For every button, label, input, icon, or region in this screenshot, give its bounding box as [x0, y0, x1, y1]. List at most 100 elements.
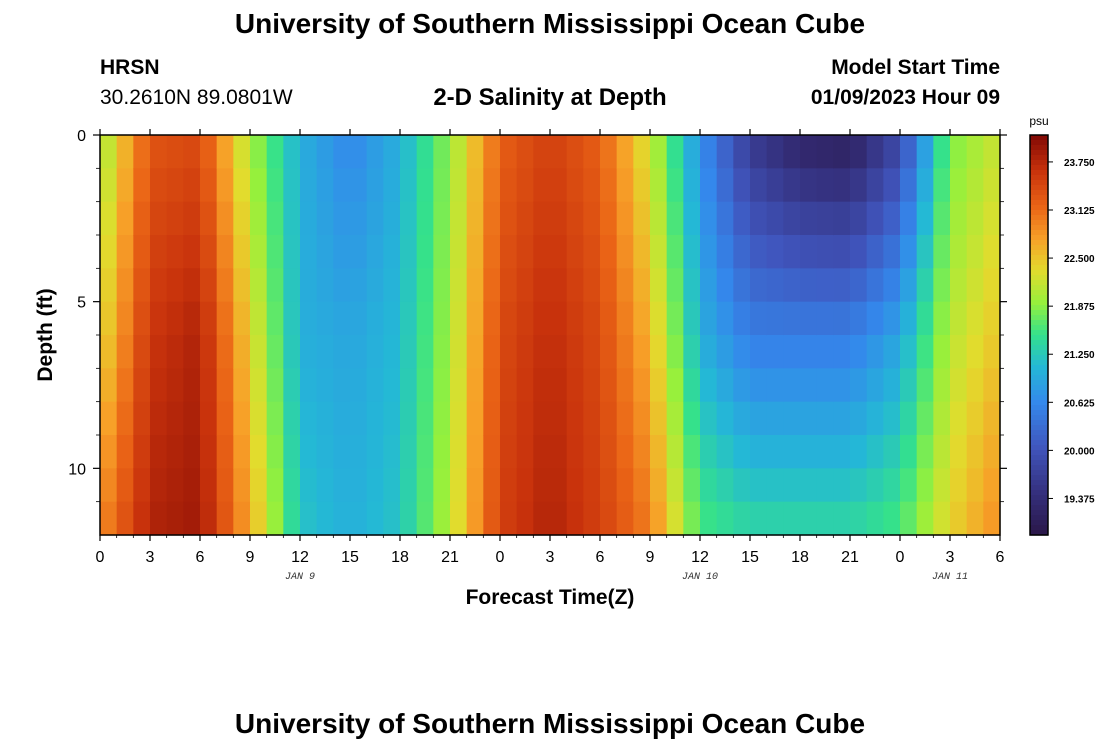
heatmap-cell: [400, 468, 418, 503]
heatmap-cell: [850, 435, 868, 469]
heatmap-cell: [283, 501, 301, 536]
heatmap-cell: [416, 301, 434, 336]
heatmap-cell: [750, 301, 768, 336]
heatmap-cell: [666, 268, 684, 303]
x-tick-label: 3: [146, 549, 155, 566]
heatmap-cell: [283, 201, 301, 236]
heatmap-cell: [166, 235, 184, 269]
colorbar-cell: [1030, 225, 1048, 231]
heatmap-cell: [216, 301, 234, 336]
colorbar-cell: [1030, 300, 1048, 306]
heatmap-cell: [650, 368, 668, 403]
heatmap-cell: [333, 401, 351, 436]
heatmap-cell: [816, 268, 834, 303]
date-labels: JAN 9 JAN 10 JAN 11: [285, 572, 968, 583]
heatmap-cell: [700, 368, 718, 403]
heatmap-cell: [433, 501, 451, 536]
heatmap-cell: [333, 501, 351, 536]
heatmap-cell: [550, 268, 568, 303]
heatmap-cell: [950, 468, 968, 503]
date-label: JAN 9: [285, 572, 315, 583]
heatmap-cell: [800, 301, 818, 336]
heatmap-cell: [466, 468, 484, 503]
heatmap-cell: [100, 301, 118, 336]
heatmap-cell: [633, 435, 651, 469]
heatmap-cell: [450, 401, 468, 436]
heatmap-cell: [400, 335, 418, 369]
heatmap-cell: [100, 168, 118, 203]
colorbar-cell: [1030, 440, 1048, 446]
heatmap-cell: [766, 268, 784, 303]
colorbar-cell: [1030, 460, 1048, 466]
heatmap-cell: [766, 301, 784, 336]
heatmap-cell: [383, 135, 401, 169]
heatmap-cell: [266, 435, 284, 469]
heatmap-cell: [750, 368, 768, 403]
colorbar-cell: [1030, 525, 1048, 531]
colorbar-cell: [1030, 240, 1048, 246]
heatmap-cell: [500, 301, 518, 336]
heatmap-cell: [533, 401, 551, 436]
colorbar-cell: [1030, 280, 1048, 286]
heatmap-cell: [200, 201, 218, 236]
heatmap-cell: [200, 401, 218, 436]
colorbar-cell: [1030, 345, 1048, 351]
heatmap-cell: [383, 401, 401, 436]
heatmap-cell: [750, 135, 768, 169]
heatmap-cell: [883, 135, 901, 169]
heatmap-cells: [100, 135, 1001, 536]
heatmap-cell: [850, 168, 868, 203]
heatmap-cell: [583, 135, 601, 169]
heatmap-cell: [433, 468, 451, 503]
heatmap-cell: [500, 135, 518, 169]
heatmap-cell: [966, 401, 984, 436]
heatmap-cell: [783, 301, 801, 336]
heatmap-cell: [116, 168, 134, 203]
heatmap-cell: [333, 435, 351, 469]
heatmap-cell: [950, 235, 968, 269]
heatmap-cell: [566, 368, 584, 403]
heatmap-cell: [300, 268, 318, 303]
heatmap-cell: [850, 368, 868, 403]
heatmap-cell: [300, 301, 318, 336]
colorbar-tick-label: 21.875: [1064, 302, 1095, 313]
heatmap-cell: [983, 401, 1001, 436]
heatmap-cell: [983, 135, 1001, 169]
colorbar-cell: [1030, 245, 1048, 251]
heatmap-cell: [700, 168, 718, 203]
heatmap-cell: [833, 301, 851, 336]
colorbar-tick-label: 20.000: [1064, 446, 1095, 457]
heatmap-cell: [466, 135, 484, 169]
heatmap-cell: [766, 435, 784, 469]
heatmap-cell: [833, 435, 851, 469]
colorbar-cell: [1030, 255, 1048, 261]
heatmap-cell: [450, 435, 468, 469]
colorbar-cell: [1030, 335, 1048, 341]
heatmap-cell: [133, 468, 151, 503]
heatmap-cell: [950, 501, 968, 536]
heatmap-cell: [666, 501, 684, 536]
heatmap-cell: [700, 201, 718, 236]
heatmap-cell: [433, 401, 451, 436]
heatmap-cell: [550, 501, 568, 536]
heatmap-cell: [200, 501, 218, 536]
heatmap-cell: [516, 435, 534, 469]
colorbar-cell: [1030, 220, 1048, 226]
heatmap-cell: [183, 468, 201, 503]
y-axis-label: Depth (ft): [34, 288, 57, 381]
heatmap-cell: [600, 135, 618, 169]
heatmap-cell: [116, 435, 134, 469]
heatmap-cell: [933, 168, 951, 203]
heatmap-cell: [300, 201, 318, 236]
heatmap-cell: [200, 301, 218, 336]
heatmap-cell: [966, 235, 984, 269]
heatmap-cell: [800, 235, 818, 269]
heatmap-cell: [933, 435, 951, 469]
heatmap-cell: [866, 201, 884, 236]
heatmap-cell: [633, 335, 651, 369]
colorbar-cell: [1030, 265, 1048, 271]
colorbar-unit: psu: [1029, 114, 1048, 128]
heatmap-cell: [916, 468, 934, 503]
colorbar-cell: [1030, 400, 1048, 406]
heatmap-cell: [433, 201, 451, 236]
